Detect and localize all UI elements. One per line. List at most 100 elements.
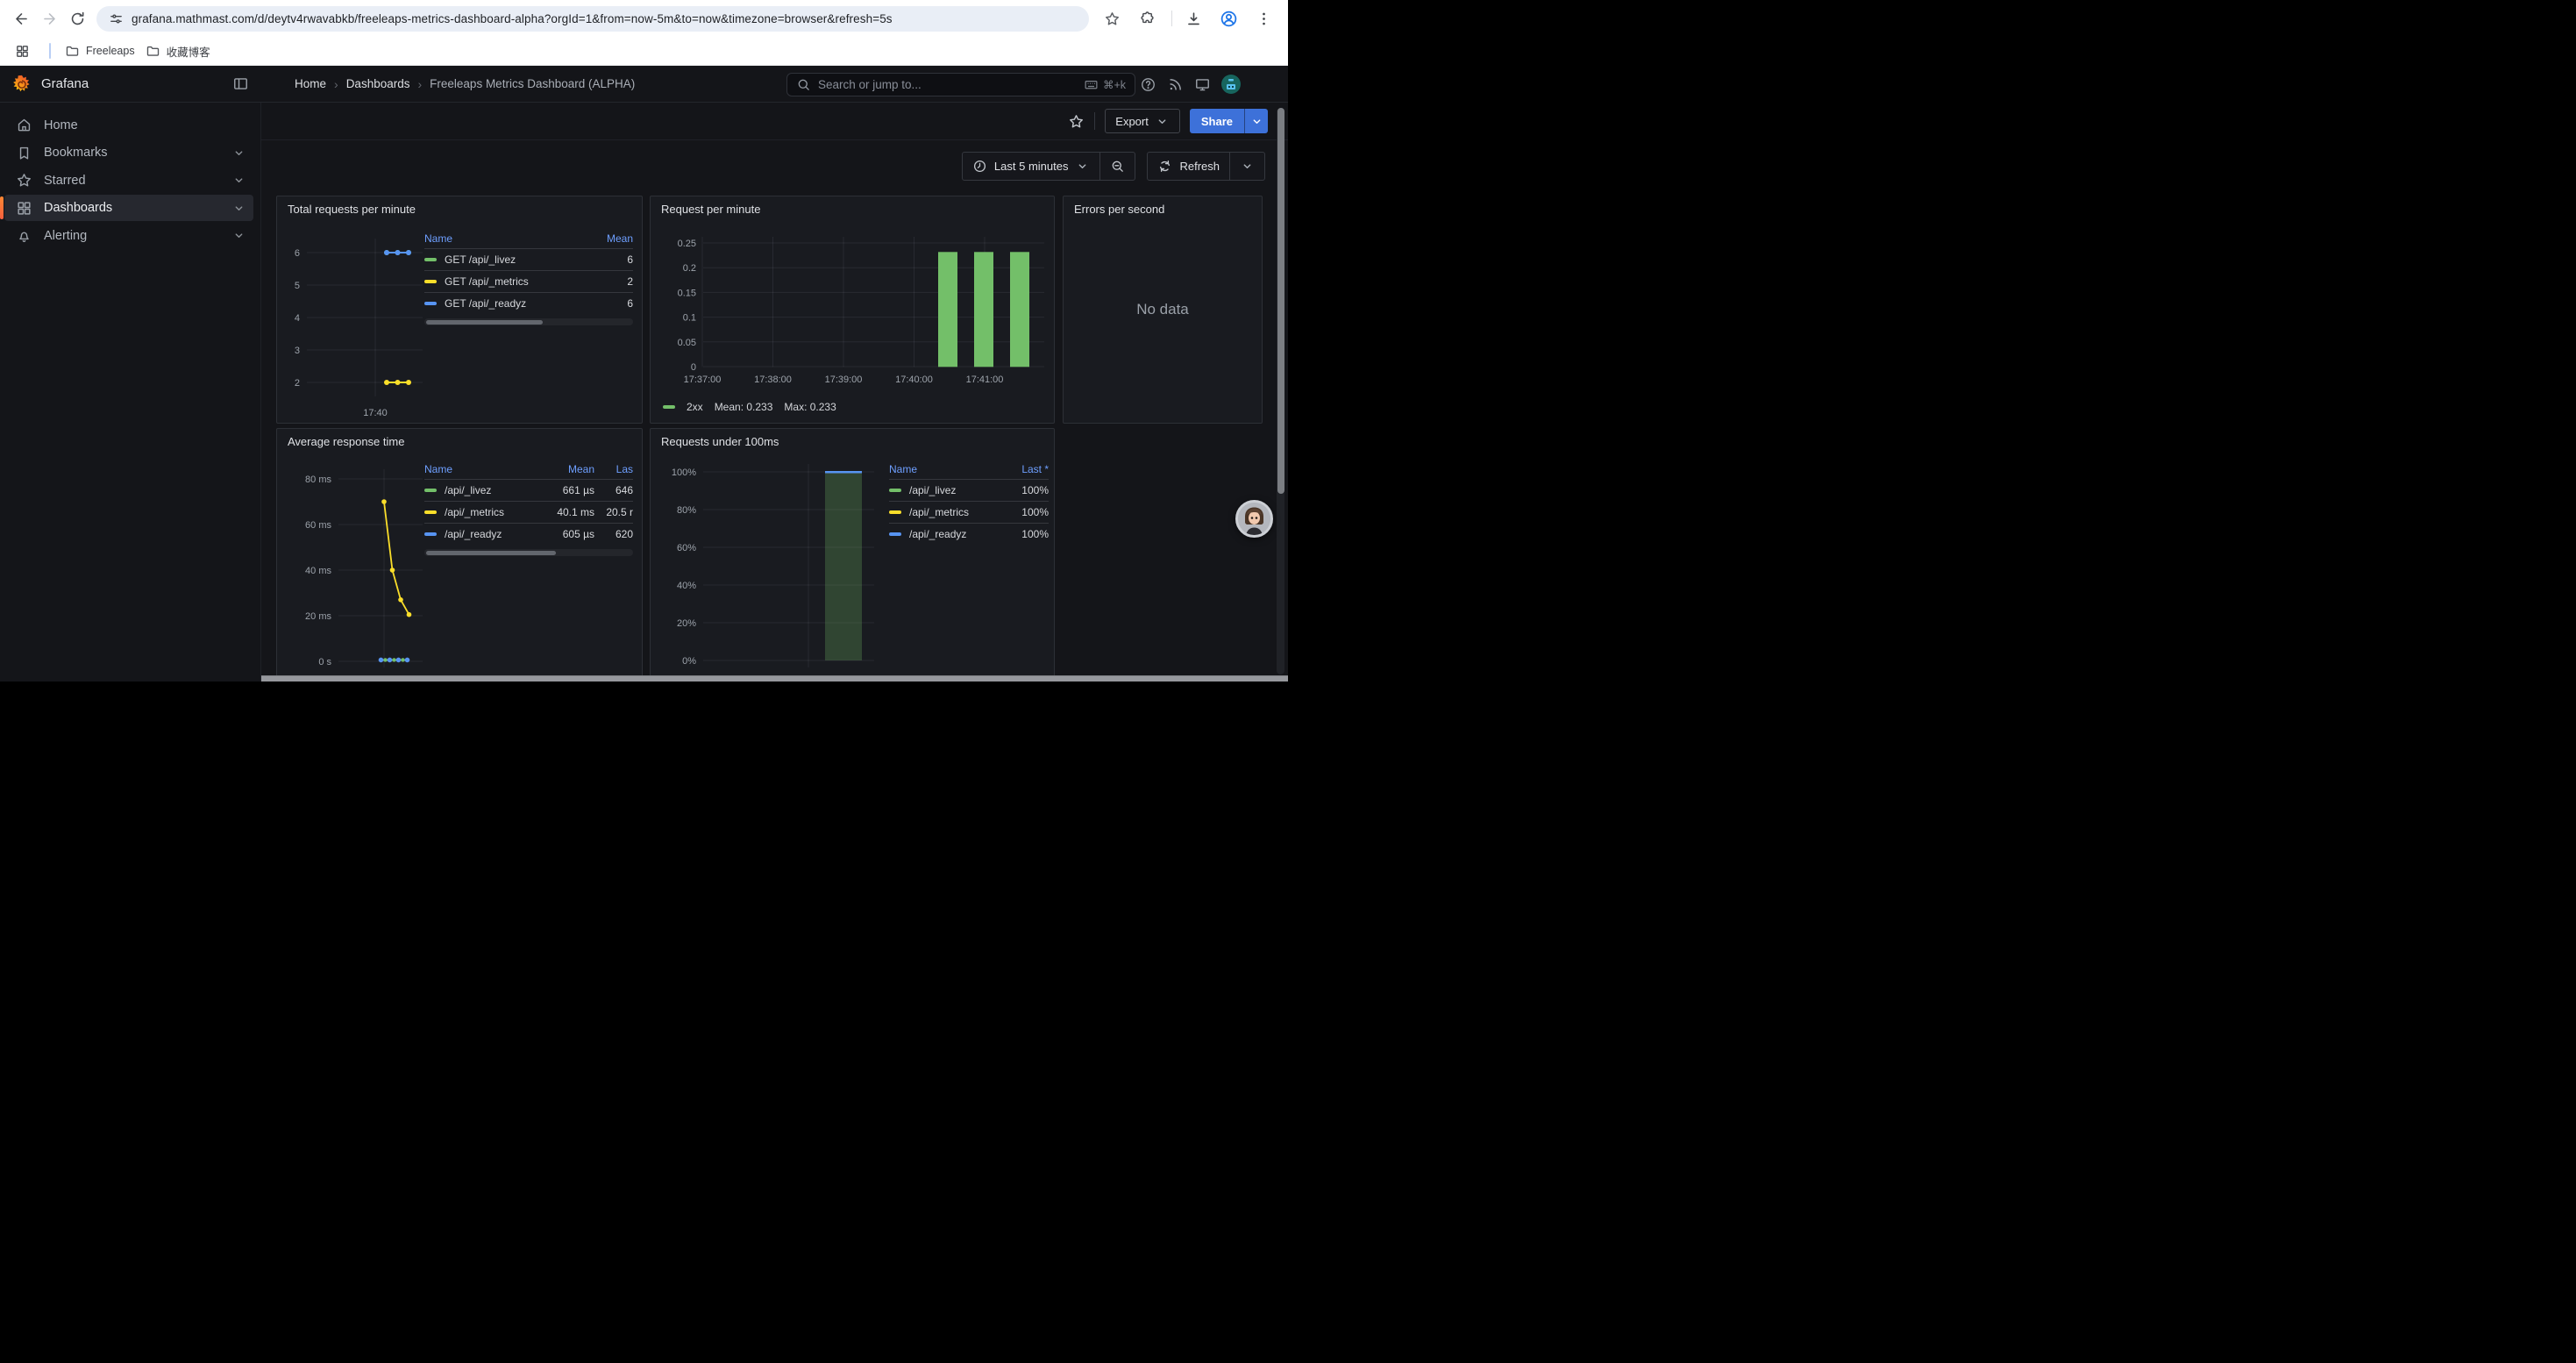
legend-scrollbar[interactable] (424, 318, 633, 325)
help-icon[interactable] (1140, 76, 1156, 93)
sidebar-item-bookmarks[interactable]: Bookmarks (4, 139, 253, 166)
sidebar-item-alerting[interactable]: Alerting (4, 223, 253, 249)
legend-col-name[interactable]: Name (889, 463, 1000, 475)
favorite-star-icon[interactable] (1068, 113, 1085, 130)
legend-row[interactable]: GET /api/_livez6 (424, 248, 633, 270)
legend-table: NameMeanLas/api/_livez661 µs646/api/_met… (424, 459, 633, 556)
legend-series-name[interactable]: 2xx (687, 401, 703, 413)
horizontal-scrollbar[interactable] (261, 675, 1288, 682)
site-settings-icon[interactable] (109, 11, 124, 26)
legend-swatch (889, 489, 901, 492)
legend-value: 6 (558, 297, 633, 310)
legend-col-name[interactable]: Name (424, 232, 558, 245)
address-bar[interactable]: grafana.mathmast.com/d/deytv4rwavabkb/fr… (96, 6, 1089, 32)
bookmarks-bar: Freeleaps 收藏博客 (0, 37, 1288, 66)
bell-icon (16, 227, 32, 244)
bookmark-folder-freeleaps[interactable]: Freeleaps (65, 44, 135, 59)
profile-icon[interactable] (1216, 6, 1241, 31)
refresh-button[interactable]: Refresh (1148, 153, 1229, 180)
downloads-button[interactable] (1181, 6, 1206, 31)
breadcrumb-dashboards[interactable]: Dashboards (346, 77, 410, 90)
scrollbar-thumb[interactable] (1277, 108, 1284, 494)
legend-col[interactable]: Las (594, 463, 633, 475)
kiosk-monitor-icon[interactable] (1194, 76, 1211, 93)
refresh-group: Refresh (1147, 152, 1265, 181)
search-input[interactable]: Search or jump to... ⌘+k (786, 73, 1135, 96)
news-rss-icon[interactable] (1167, 76, 1184, 93)
chevron-down-icon[interactable] (231, 173, 246, 188)
zoom-out-button[interactable] (1099, 153, 1135, 180)
legend-col[interactable]: Last * (1000, 463, 1049, 475)
legend-row[interactable]: GET /api/_metrics2 (424, 270, 633, 292)
legend-series-name: /api/_livez (445, 484, 540, 496)
legend-row[interactable]: /api/_readyz100% (889, 523, 1049, 545)
sidebar-item-label: Bookmarks (44, 146, 220, 160)
chevron-down-icon (1075, 159, 1090, 174)
apps-grid-icon[interactable] (12, 41, 32, 61)
grafana-logo[interactable] (12, 75, 32, 94)
bookmark-folder-blogs[interactable]: 收藏博客 (146, 43, 210, 60)
legend-swatch (889, 510, 901, 514)
request-per-minute-chart[interactable]: 0.250.20.150.10.05017:37:0017:38:0017:39… (651, 196, 1056, 425)
time-range-picker[interactable]: Last 5 minutes (963, 153, 1100, 180)
legend-series-name: /api/_readyz (909, 528, 1000, 540)
legend-row[interactable]: /api/_metrics100% (889, 501, 1049, 523)
legend-row[interactable]: /api/_metrics40.1 ms20.5 r (424, 501, 633, 523)
sidebar-item-home[interactable]: Home (4, 112, 253, 139)
legend-row[interactable]: /api/_livez661 µs646 (424, 479, 633, 501)
header-icons (1140, 66, 1241, 103)
legend-scrollbar-thumb[interactable] (426, 551, 556, 555)
bookmark-star-button[interactable] (1099, 6, 1124, 31)
folder-icon (146, 44, 160, 59)
panel-errors-per-second: Errors per second No data (1063, 196, 1263, 424)
legend-col[interactable]: Mean (558, 232, 633, 245)
share-button[interactable]: Share (1190, 109, 1244, 133)
floating-assistant-avatar[interactable] (1235, 500, 1273, 538)
chevron-down-icon[interactable] (231, 228, 246, 243)
legend-scrollbar[interactable] (424, 549, 633, 556)
collapse-sidebar-icon[interactable] (232, 75, 249, 92)
legend-swatch (663, 405, 675, 409)
svg-text:100%: 100% (672, 467, 696, 478)
breadcrumb-home[interactable]: Home (295, 77, 326, 90)
browser-toolbar: grafana.mathmast.com/d/deytv4rwavabkb/fr… (0, 0, 1288, 37)
browser-menu-icon[interactable] (1251, 6, 1276, 31)
svg-text:40 ms: 40 ms (305, 566, 331, 576)
breadcrumb: Home › Dashboards › Freeleaps Metrics Da… (295, 77, 635, 91)
chevron-down-icon[interactable] (231, 146, 246, 161)
legend-value: 2 (558, 275, 633, 288)
svg-text:0%: 0% (682, 656, 696, 667)
reload-button[interactable] (65, 6, 89, 31)
legend-row[interactable]: /api/_readyz605 µs620 (424, 523, 633, 545)
vertical-scrollbar[interactable] (1277, 108, 1284, 674)
screen: grafana.mathmast.com/d/deytv4rwavabkb/fr… (0, 0, 1288, 682)
toolbar-divider (1171, 11, 1172, 26)
search-shortcut: ⌘+k (1084, 77, 1126, 92)
refresh-interval-button[interactable] (1229, 153, 1264, 180)
export-button[interactable]: Export (1105, 109, 1180, 133)
legend-row[interactable]: GET /api/_readyz6 (424, 292, 633, 314)
user-avatar[interactable] (1221, 75, 1241, 94)
grafana-app: Grafana Home › Dashboards › Freeleaps Me… (0, 66, 1288, 682)
legend-stat: Max: 0.233 (784, 401, 836, 413)
legend-col-name[interactable]: Name (424, 463, 540, 475)
forward-button[interactable] (37, 6, 61, 31)
legend-swatch (424, 489, 437, 492)
legend-col[interactable]: Mean (540, 463, 594, 475)
url-text[interactable]: grafana.mathmast.com/d/deytv4rwavabkb/fr… (132, 12, 893, 25)
svg-text:80 ms: 80 ms (305, 475, 331, 485)
back-button[interactable] (9, 6, 33, 31)
search-icon (796, 77, 811, 92)
legend-scrollbar-thumb[interactable] (426, 320, 543, 325)
share-menu-button[interactable] (1244, 109, 1268, 133)
sidebar-item-dashboards[interactable]: Dashboards (4, 195, 253, 221)
sidebar-item-starred[interactable]: Starred (4, 168, 253, 194)
legend-series-name: /api/_metrics (445, 506, 540, 518)
chevron-down-icon[interactable] (231, 201, 246, 216)
legend-row[interactable]: /api/_livez100% (889, 479, 1049, 501)
panel-total-requests-per-minute: Total requests per minute 6543217:40 Nam… (276, 196, 643, 424)
legend-swatch (424, 510, 437, 514)
panel-title: Average response time (288, 435, 404, 448)
extensions-icon[interactable] (1135, 6, 1159, 31)
legend-series-name: /api/_livez (909, 484, 1000, 496)
